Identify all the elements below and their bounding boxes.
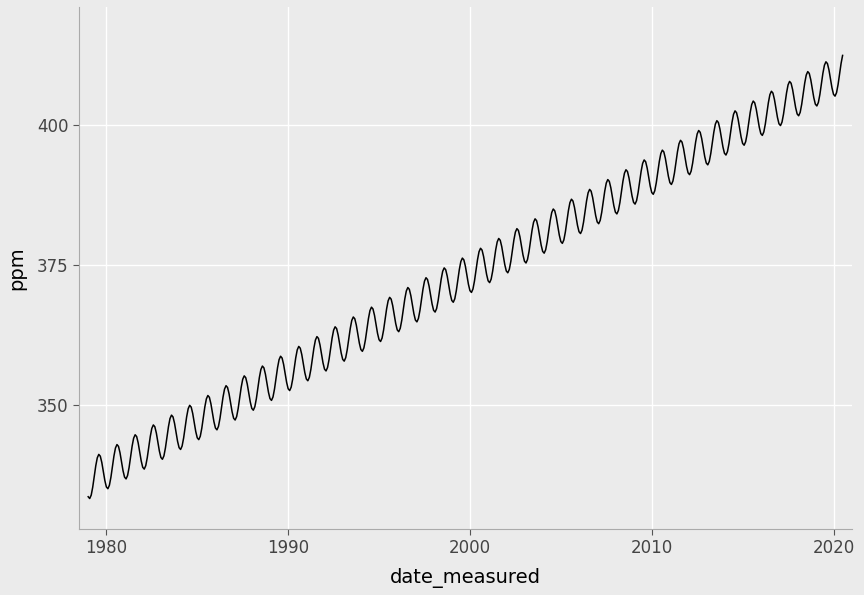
Y-axis label: ppm: ppm: [7, 246, 26, 290]
X-axis label: date_measured: date_measured: [390, 568, 541, 588]
